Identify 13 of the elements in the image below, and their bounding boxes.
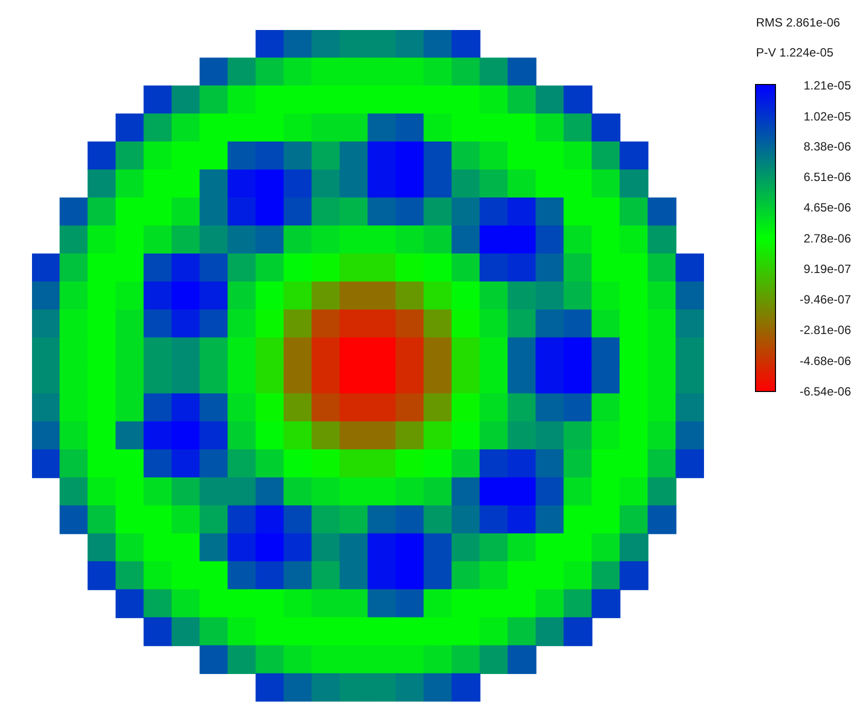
text: RMS 2.861e-06 xyxy=(756,15,840,30)
color-bar-label: -2.81e-06 xyxy=(800,323,852,338)
color-bar-label: 2.78e-06 xyxy=(804,231,852,246)
color-bar-label: 4.65e-06 xyxy=(804,200,852,215)
color-bar-label: 6.51e-06 xyxy=(804,170,852,184)
color-bar-label: -4.68e-06 xyxy=(800,354,852,368)
color-bar-label: 1.02e-05 xyxy=(804,110,852,124)
text: P-V 1.224e-05 xyxy=(756,45,834,60)
color-bar-label: -6.54e-06 xyxy=(800,384,852,398)
color-bar-label: 1.21e-05 xyxy=(804,78,852,92)
color-bar-label: -9.46e-07 xyxy=(800,292,852,306)
color-bar-label: 9.19e-07 xyxy=(804,262,852,276)
color-bar-label: 8.38e-06 xyxy=(804,139,852,154)
